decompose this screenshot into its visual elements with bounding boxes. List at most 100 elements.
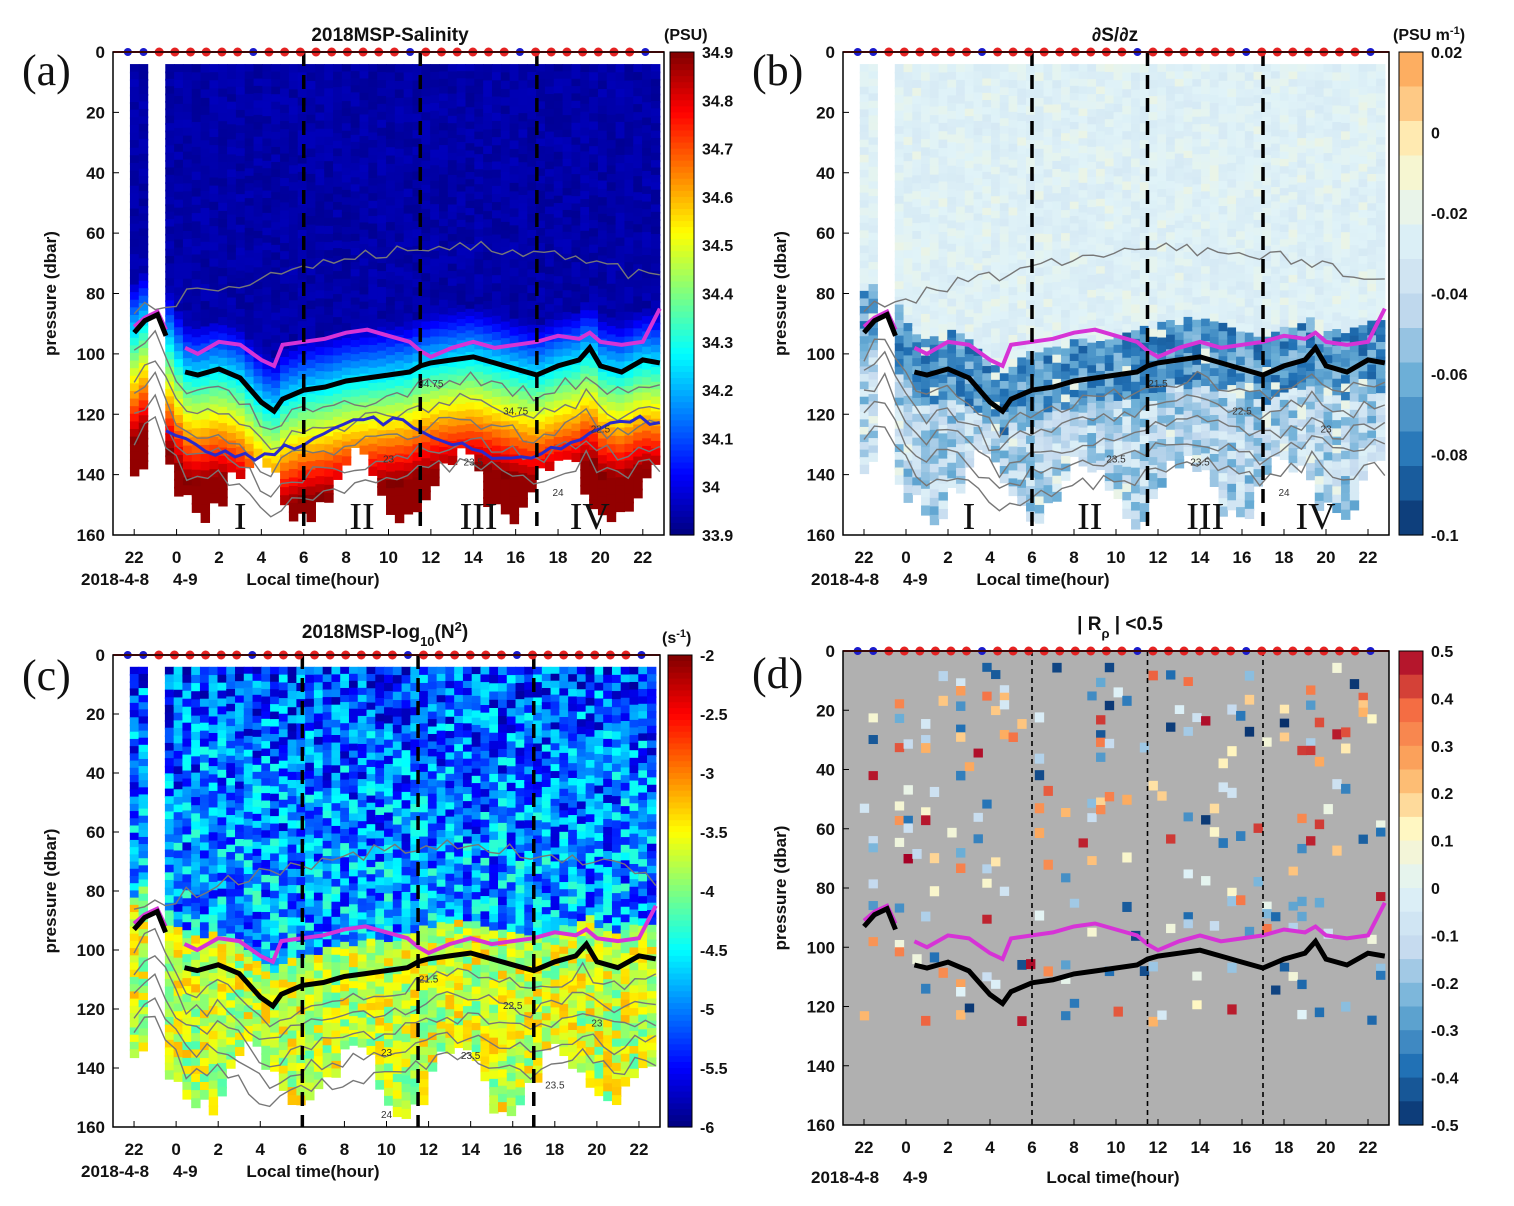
y-tick-label: 140: [807, 1057, 835, 1076]
colorbar-segment: [670, 378, 694, 385]
colorbar-segment: [670, 263, 694, 270]
density-contour: [133, 927, 657, 1028]
colorbar-segment: [670, 88, 694, 95]
y-axis-label: pressure (dbar): [41, 829, 60, 954]
colorbar-frame: [669, 51, 695, 536]
colorbar-segment: [670, 148, 694, 156]
x-tick-label: 10: [379, 548, 398, 567]
colorbar-tick-label: 0.02: [1431, 45, 1462, 62]
colorbar-segment: [670, 396, 694, 403]
date-label-next: 4-9: [903, 570, 928, 589]
colorbar-segment: [670, 311, 694, 319]
x-tick-label: 12: [419, 1140, 438, 1159]
colorbar-segment: [668, 743, 692, 750]
colorbar-segment: [670, 275, 694, 283]
colorbar-segment: [670, 528, 694, 536]
contour-label: 22.5: [1232, 406, 1252, 417]
colorbar-segment: [668, 1121, 692, 1128]
chart-title: | Rρ | <0.5: [1077, 614, 1163, 641]
y-tick-label: 120: [807, 998, 835, 1017]
colorbar-segment: [668, 1091, 692, 1099]
colorbar-segment: [1399, 431, 1423, 467]
colorbar-segment: [1399, 651, 1423, 676]
colorbar-segment: [1399, 935, 1423, 960]
colorbar-tick-label: 34.4: [702, 287, 733, 304]
colorbar-segment: [670, 94, 694, 101]
colorbar-segment: [670, 426, 694, 433]
colorbar-tick-label: 34.5: [702, 238, 733, 255]
colorbar-segment: [670, 305, 694, 313]
y-tick-label: 100: [77, 941, 105, 960]
colorbar-segment: [670, 251, 694, 258]
colorbar-segment: [670, 142, 694, 150]
colorbar-unit: (PSU m-1): [1393, 25, 1465, 44]
y-tick-label: 160: [77, 1118, 105, 1137]
colorbar-segment: [670, 124, 694, 132]
x-tick-label: 2: [943, 548, 952, 567]
x-axis-label: Local time(hour): [246, 1162, 379, 1181]
x-tick-label: 16: [1233, 1138, 1252, 1157]
colorbar-tick-label: 0: [1431, 881, 1440, 898]
density-contour: [133, 973, 657, 1068]
colorbar-tick-label: 34.9: [702, 45, 733, 62]
contour-label: 34.75: [418, 379, 443, 390]
colorbar-segment: [670, 233, 694, 240]
colorbar-segment: [670, 281, 694, 289]
colorbar-tick-label: -5.5: [700, 1061, 728, 1078]
black-line: [132, 311, 169, 337]
colorbar-segment: [668, 666, 692, 674]
x-tick-label: 22: [1359, 548, 1378, 567]
x-tick-label: 22: [633, 548, 652, 567]
y-tick-label: 120: [77, 405, 105, 424]
colorbar-segment: [668, 802, 692, 809]
phase-label: III: [1186, 496, 1224, 538]
colorbar-segment: [668, 1073, 692, 1081]
colorbar-tick-label: 34.7: [702, 142, 733, 159]
y-tick-label: 40: [816, 761, 835, 780]
colorbar-segment: [670, 444, 694, 452]
colorbar-segment: [670, 184, 694, 192]
colorbar-segment: [668, 725, 692, 733]
x-tick-label: 18: [1275, 1138, 1294, 1157]
colorbar-segment: [668, 1014, 692, 1022]
y-tick-label: 100: [77, 345, 105, 364]
contour-label: 23: [591, 1019, 603, 1030]
colorbar-segment: [670, 70, 694, 77]
y-tick-label: 80: [816, 285, 835, 304]
colorbar-tick-label: 34.2: [702, 383, 733, 400]
y-tick-label: 20: [816, 701, 835, 720]
colorbar-segment: [670, 335, 694, 343]
colorbar-segment: [668, 702, 692, 709]
x-tick-label: 20: [591, 548, 610, 567]
y-tick-label: 140: [77, 1059, 105, 1078]
x-tick-label: 6: [1027, 1138, 1036, 1157]
colorbar-segment: [1399, 911, 1423, 936]
colorbar-segment: [1399, 745, 1423, 771]
y-tick-label: 80: [816, 879, 835, 898]
colorbar-segment: [670, 468, 694, 476]
colorbar-segment: [670, 390, 694, 397]
colorbar: 0.02 0 -0.02 -0.04 -0.06 -0.08 -0.1 (PSU m-1): [1393, 25, 1468, 545]
colorbar-segment: [670, 166, 694, 174]
colorbar-segment: [670, 414, 694, 421]
colorbar-segment: [670, 130, 694, 138]
colorbar-segment: [668, 1038, 692, 1045]
colorbar-segment: [668, 967, 692, 975]
colorbar-segment: [670, 52, 694, 59]
colorbar-segment: [668, 784, 692, 792]
colorbar-segment: [668, 1079, 692, 1087]
date-label-next: 4-9: [173, 1162, 198, 1181]
colorbar-tick-label: -3: [700, 766, 714, 783]
y-tick-label: 160: [807, 526, 835, 545]
colorbar-segment: [670, 293, 694, 301]
colorbar-segment: [1399, 1030, 1423, 1055]
colorbar-segment: [670, 100, 694, 107]
colorbar-segment: [670, 196, 694, 204]
colorbar-segment: [1399, 466, 1423, 502]
colorbar-segment: [1399, 293, 1423, 329]
colorbar-tick-label: 0.3: [1431, 739, 1453, 756]
x-tick-label: 14: [461, 1140, 480, 1159]
colorbar-segment: [668, 808, 692, 815]
colorbar-segment: [668, 985, 692, 992]
